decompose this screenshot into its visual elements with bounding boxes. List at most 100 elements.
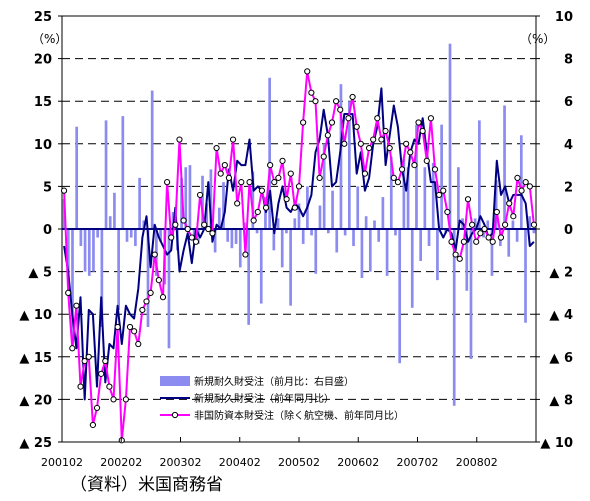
bar xyxy=(377,229,381,242)
capital-goods-marker xyxy=(473,238,480,245)
capital-goods-marker xyxy=(229,136,237,143)
bar xyxy=(96,229,99,238)
left-tick-label: 25 xyxy=(34,10,52,25)
capital-goods-marker xyxy=(485,234,492,241)
bar xyxy=(415,124,418,229)
capital-goods-marker xyxy=(135,340,142,348)
capital-goods-marker xyxy=(365,144,373,152)
x-tick-label: 200302 xyxy=(160,456,202,469)
bar xyxy=(398,229,402,364)
capital-goods-marker xyxy=(415,119,422,126)
legend-label: 非国防資本財受注（除く航空機、前年同月比） xyxy=(194,409,404,422)
bar xyxy=(347,101,351,229)
bar xyxy=(440,124,443,229)
capital-goods-marker xyxy=(168,234,175,241)
x-tick-label: 200702 xyxy=(397,456,439,469)
bar xyxy=(452,229,456,406)
right-tick-label: ▲ 4 xyxy=(549,308,573,323)
legend-bar-swatch xyxy=(160,376,190,386)
left-tick-label: 10 xyxy=(34,138,52,153)
capital-goods-marker xyxy=(262,204,270,211)
capital-goods-marker xyxy=(155,277,162,284)
bar xyxy=(490,229,494,276)
capital-goods-marker xyxy=(217,170,224,177)
capital-goods-marker xyxy=(69,345,76,352)
bar xyxy=(486,220,490,229)
bar xyxy=(264,197,267,229)
capital-goods-marker xyxy=(407,149,414,156)
capital-goods-marker xyxy=(328,119,336,126)
bar-series xyxy=(62,43,536,406)
bar xyxy=(364,216,368,229)
bar xyxy=(368,229,372,272)
bar xyxy=(75,126,79,229)
bar xyxy=(473,218,477,229)
capital-goods-marker xyxy=(172,221,179,228)
capital-goods-marker xyxy=(497,234,505,241)
bar xyxy=(92,229,95,272)
capital-goods-marker xyxy=(370,136,377,143)
bar xyxy=(100,229,104,327)
bar xyxy=(381,197,385,229)
bar xyxy=(410,229,414,308)
capital-goods-marker xyxy=(238,179,245,186)
left-tick-label: ▲ 25 xyxy=(19,436,52,451)
bar xyxy=(117,229,120,310)
bar xyxy=(310,229,313,236)
bar xyxy=(335,229,339,253)
capital-goods-marker xyxy=(386,144,393,152)
bar xyxy=(79,229,83,247)
capital-goods-marker xyxy=(378,136,385,143)
capital-goods-marker xyxy=(143,298,150,305)
source-note: （資料）米国商務省 xyxy=(70,475,223,495)
right-tick-label: ▲ 10 xyxy=(540,436,573,451)
capital-goods-marker xyxy=(390,174,397,181)
bar xyxy=(331,190,334,229)
right-tick-label: 6 xyxy=(564,95,573,110)
capital-goods-marker xyxy=(242,251,249,258)
right-tick-label: 0 xyxy=(564,223,573,238)
capital-goods-marker xyxy=(332,98,340,105)
capital-goods-marker xyxy=(477,230,484,237)
capital-goods-marker xyxy=(205,225,212,233)
bar xyxy=(272,229,276,251)
capital-goods-marker xyxy=(419,127,426,135)
bar xyxy=(339,84,343,229)
bar xyxy=(301,229,305,244)
capital-goods-marker xyxy=(275,174,282,181)
capital-goods-marker xyxy=(188,234,195,241)
capital-goods-marker xyxy=(114,323,121,331)
bar xyxy=(515,229,519,242)
capital-goods-marker xyxy=(374,115,381,122)
capital-goods-marker xyxy=(122,396,129,403)
capital-goods-marker xyxy=(501,221,509,228)
bar xyxy=(402,158,406,229)
capital-goods-marker xyxy=(258,187,266,194)
capital-goods-marker xyxy=(300,119,307,126)
left-tick-label: 5 xyxy=(43,180,52,195)
x-tick-label: 200802 xyxy=(456,456,498,469)
bar xyxy=(343,229,347,236)
right-tick-label: ▲ 2 xyxy=(549,266,573,281)
bar xyxy=(188,165,192,229)
capital-goods-marker xyxy=(287,170,294,177)
bar xyxy=(167,229,171,349)
capital-goods-marker xyxy=(147,289,154,296)
capital-goods-marker xyxy=(295,183,303,190)
bar xyxy=(297,203,301,229)
right-tick-label: 8 xyxy=(564,53,573,68)
capital-goods-marker xyxy=(93,404,101,412)
bar xyxy=(205,203,209,229)
bar xyxy=(108,216,112,229)
bar xyxy=(406,167,410,229)
capital-goods-marker xyxy=(81,357,88,365)
right-tick-label: 2 xyxy=(564,180,573,195)
capital-goods-marker xyxy=(271,179,278,186)
capital-goods-marker xyxy=(291,204,298,211)
right-tick-label: 10 xyxy=(555,10,573,25)
bar xyxy=(352,229,355,247)
capital-goods-marker xyxy=(89,421,97,429)
capital-goods-marker xyxy=(213,144,220,152)
bar xyxy=(293,218,297,229)
bar xyxy=(113,192,116,229)
